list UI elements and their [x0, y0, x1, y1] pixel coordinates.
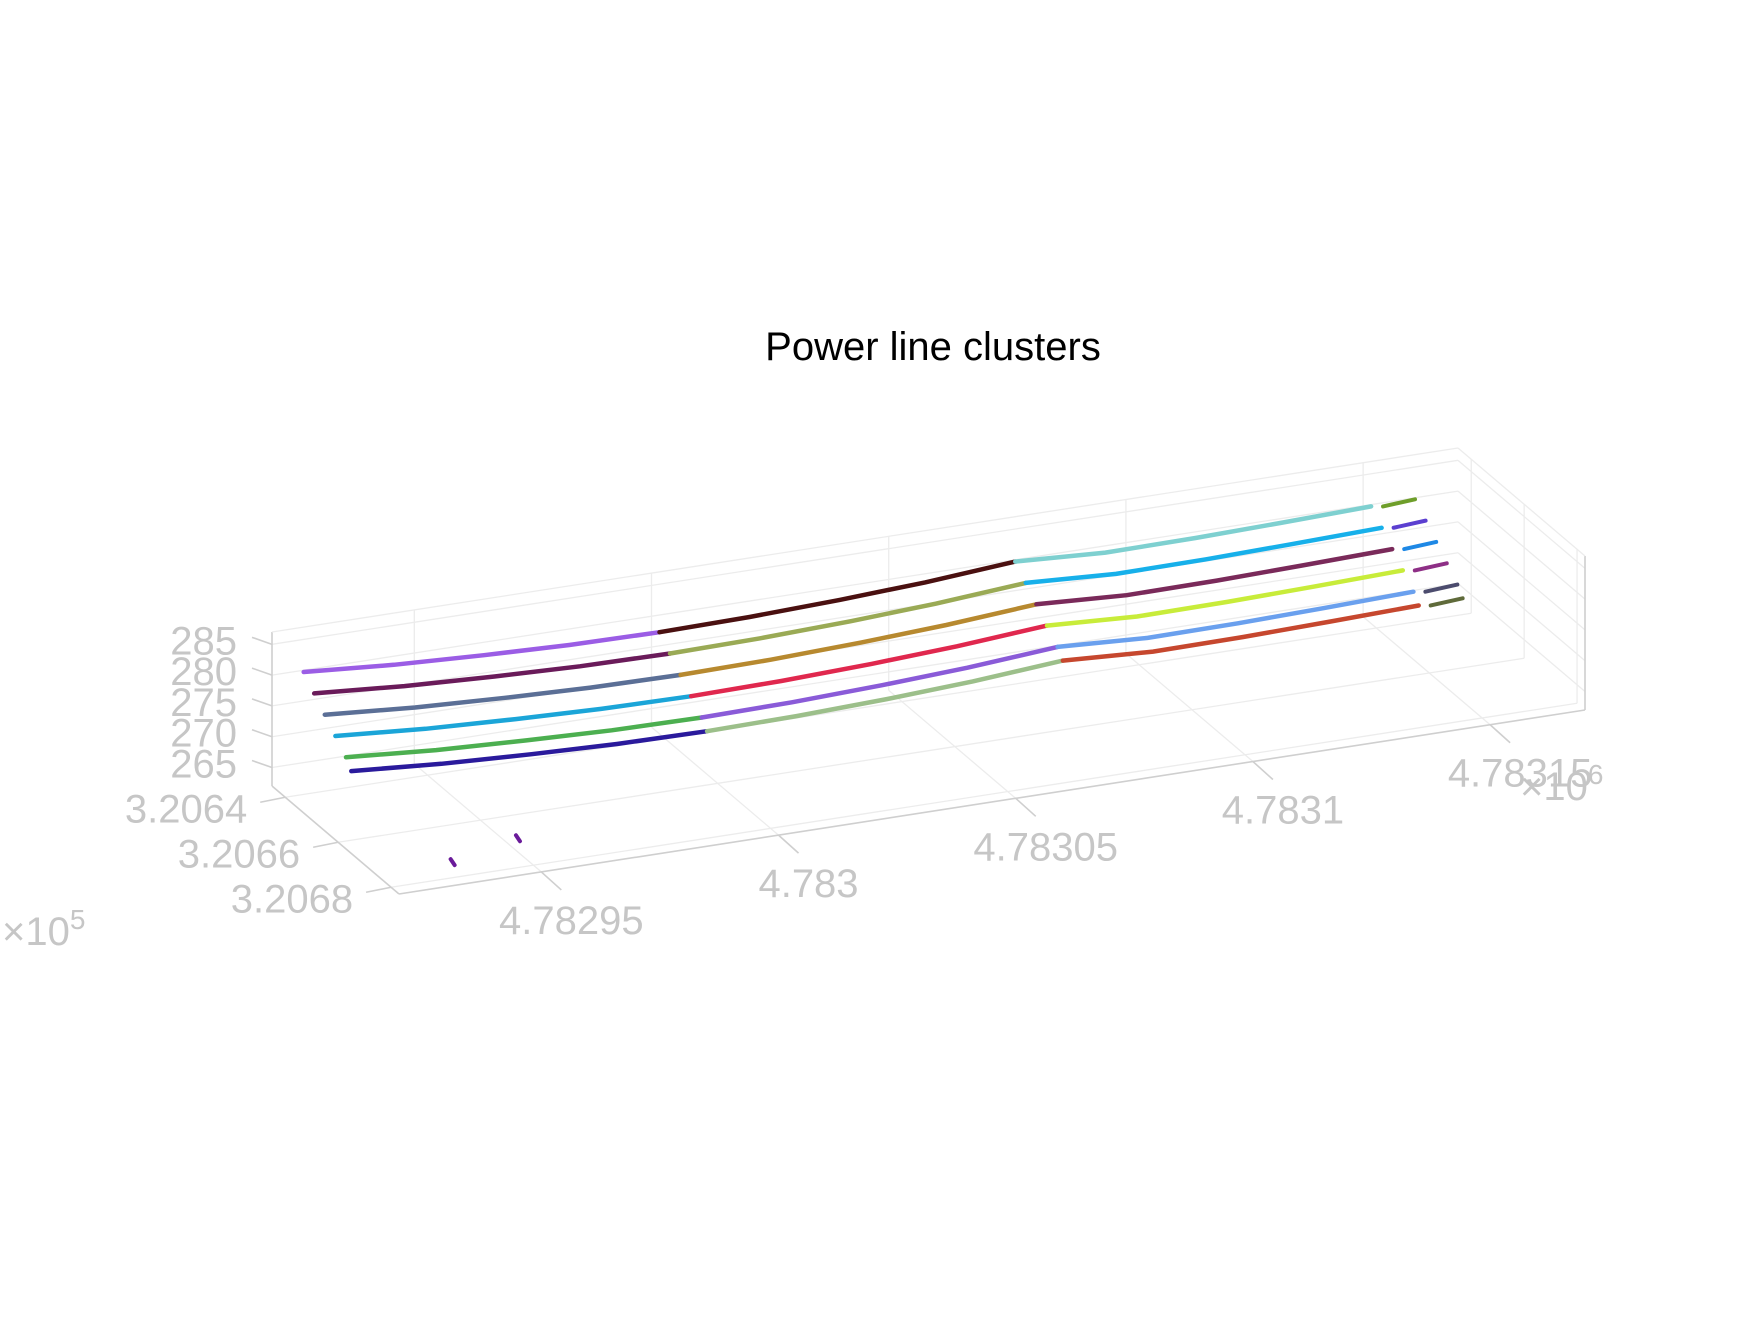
grid-line-z-back — [271, 552, 1459, 738]
cable-series-4-span-1 — [699, 644, 1060, 720]
cable-tail-2 — [1402, 539, 1439, 552]
cable-series-2-span-2 — [1034, 546, 1395, 607]
y-axis-line — [271, 785, 400, 895]
outlier-point — [513, 833, 522, 844]
z-tick-mark — [251, 636, 273, 646]
grid-line-x-floor — [651, 726, 779, 836]
grid-line-z-side — [1457, 552, 1586, 662]
z-tick-mark — [251, 759, 273, 769]
grid-line-y-floor — [390, 702, 1578, 888]
y-exponent-label: ×105 — [2, 904, 85, 954]
z-tick-label: 270 — [170, 712, 237, 756]
z-tick-mark — [251, 667, 273, 676]
cable-series-4-span-0 — [343, 715, 705, 760]
grid-line-z-side — [1457, 490, 1586, 600]
grid-line-x-floor — [1362, 616, 1491, 726]
axes-box — [271, 447, 1586, 895]
z-tick-mark — [251, 698, 273, 707]
cable-series-1-span-0 — [311, 651, 673, 696]
cable-series-5-span-1 — [704, 658, 1066, 734]
z-tick-label: 285 — [170, 619, 237, 663]
x-tick-mark — [777, 834, 800, 854]
z-tick-label: 280 — [170, 650, 237, 694]
cable-series-1-span-1 — [667, 580, 1029, 656]
cable-tail-5 — [1428, 596, 1465, 608]
x-tick-label: 4.78305 — [973, 825, 1118, 869]
x-tick-label: 4.783 — [758, 862, 858, 906]
x-exponent-label: ×106 — [1520, 759, 1603, 809]
cable-series-0-span-1 — [657, 559, 1018, 635]
y-tick-mark — [260, 796, 286, 804]
grid-line-z-back — [271, 490, 1459, 676]
cable-series-2-span-1 — [678, 602, 1039, 678]
grid-line-z-side — [1457, 583, 1586, 693]
x-tick-mark — [1015, 797, 1037, 817]
grid-layer — [271, 459, 1586, 888]
x-tick-label: 4.7831 — [1222, 789, 1344, 833]
y-tick-mark — [365, 886, 392, 894]
z-tick-label: 265 — [170, 743, 237, 787]
cable-series-1-span-2 — [1023, 525, 1384, 586]
cable-tail-1 — [1391, 518, 1428, 530]
grid-line-z-back — [271, 459, 1459, 645]
y-tick-label: 3.2066 — [178, 832, 300, 876]
x-tick-label: 4.78295 — [499, 899, 644, 943]
cable-series-5-span-0 — [349, 728, 710, 774]
cable-series-5-span-2 — [1060, 603, 1421, 663]
chart-title: Power line clusters — [765, 325, 1101, 369]
cable-tail-0 — [1381, 497, 1418, 509]
cable-series-3-span-2 — [1044, 568, 1406, 628]
outlier-point — [448, 857, 457, 868]
box-edge-back — [271, 447, 1459, 633]
cable-tail-3 — [1412, 561, 1449, 573]
x-tick-label: 4.78315 — [1448, 752, 1593, 796]
grid-line-y-floor — [338, 657, 1525, 843]
cable-series-4-span-2 — [1055, 589, 1416, 650]
grid-line-z-side — [1457, 459, 1586, 569]
y-tick-mark — [312, 841, 339, 849]
cable-series-3-span-1 — [688, 623, 1050, 699]
cable-series-0-span-2 — [1013, 504, 1374, 564]
cable-series-2-span-0 — [322, 672, 683, 717]
y-tick-label: 3.2068 — [231, 877, 353, 921]
grid-line-z-back — [271, 521, 1459, 707]
grid-line-z-back — [271, 582, 1459, 769]
z-tick-label: 275 — [170, 681, 237, 725]
x-tick-mark — [1252, 760, 1274, 781]
cable-tail-4 — [1423, 582, 1460, 594]
tick-label-layer: 4.782954.7834.783054.78314.783153.20643.… — [2, 619, 1603, 954]
cable-series-layer — [301, 497, 1465, 868]
z-tick-mark — [251, 728, 273, 738]
y-tick-label: 3.2064 — [125, 787, 247, 831]
grid-line-z-side — [1457, 521, 1586, 631]
cable-series-0-span-0 — [301, 629, 662, 675]
grid-line-x-floor — [413, 763, 542, 873]
x-axis-line — [398, 709, 1586, 895]
grid-line-x-floor — [888, 689, 1017, 799]
box-edge-top — [1457, 447, 1586, 557]
x-tick-mark — [540, 871, 562, 891]
grid-line-x-floor — [1125, 653, 1254, 763]
cable-series-3-span-0 — [333, 693, 694, 739]
grid-line-y-floor — [285, 612, 1472, 798]
x-tick-mark — [1489, 724, 1511, 744]
